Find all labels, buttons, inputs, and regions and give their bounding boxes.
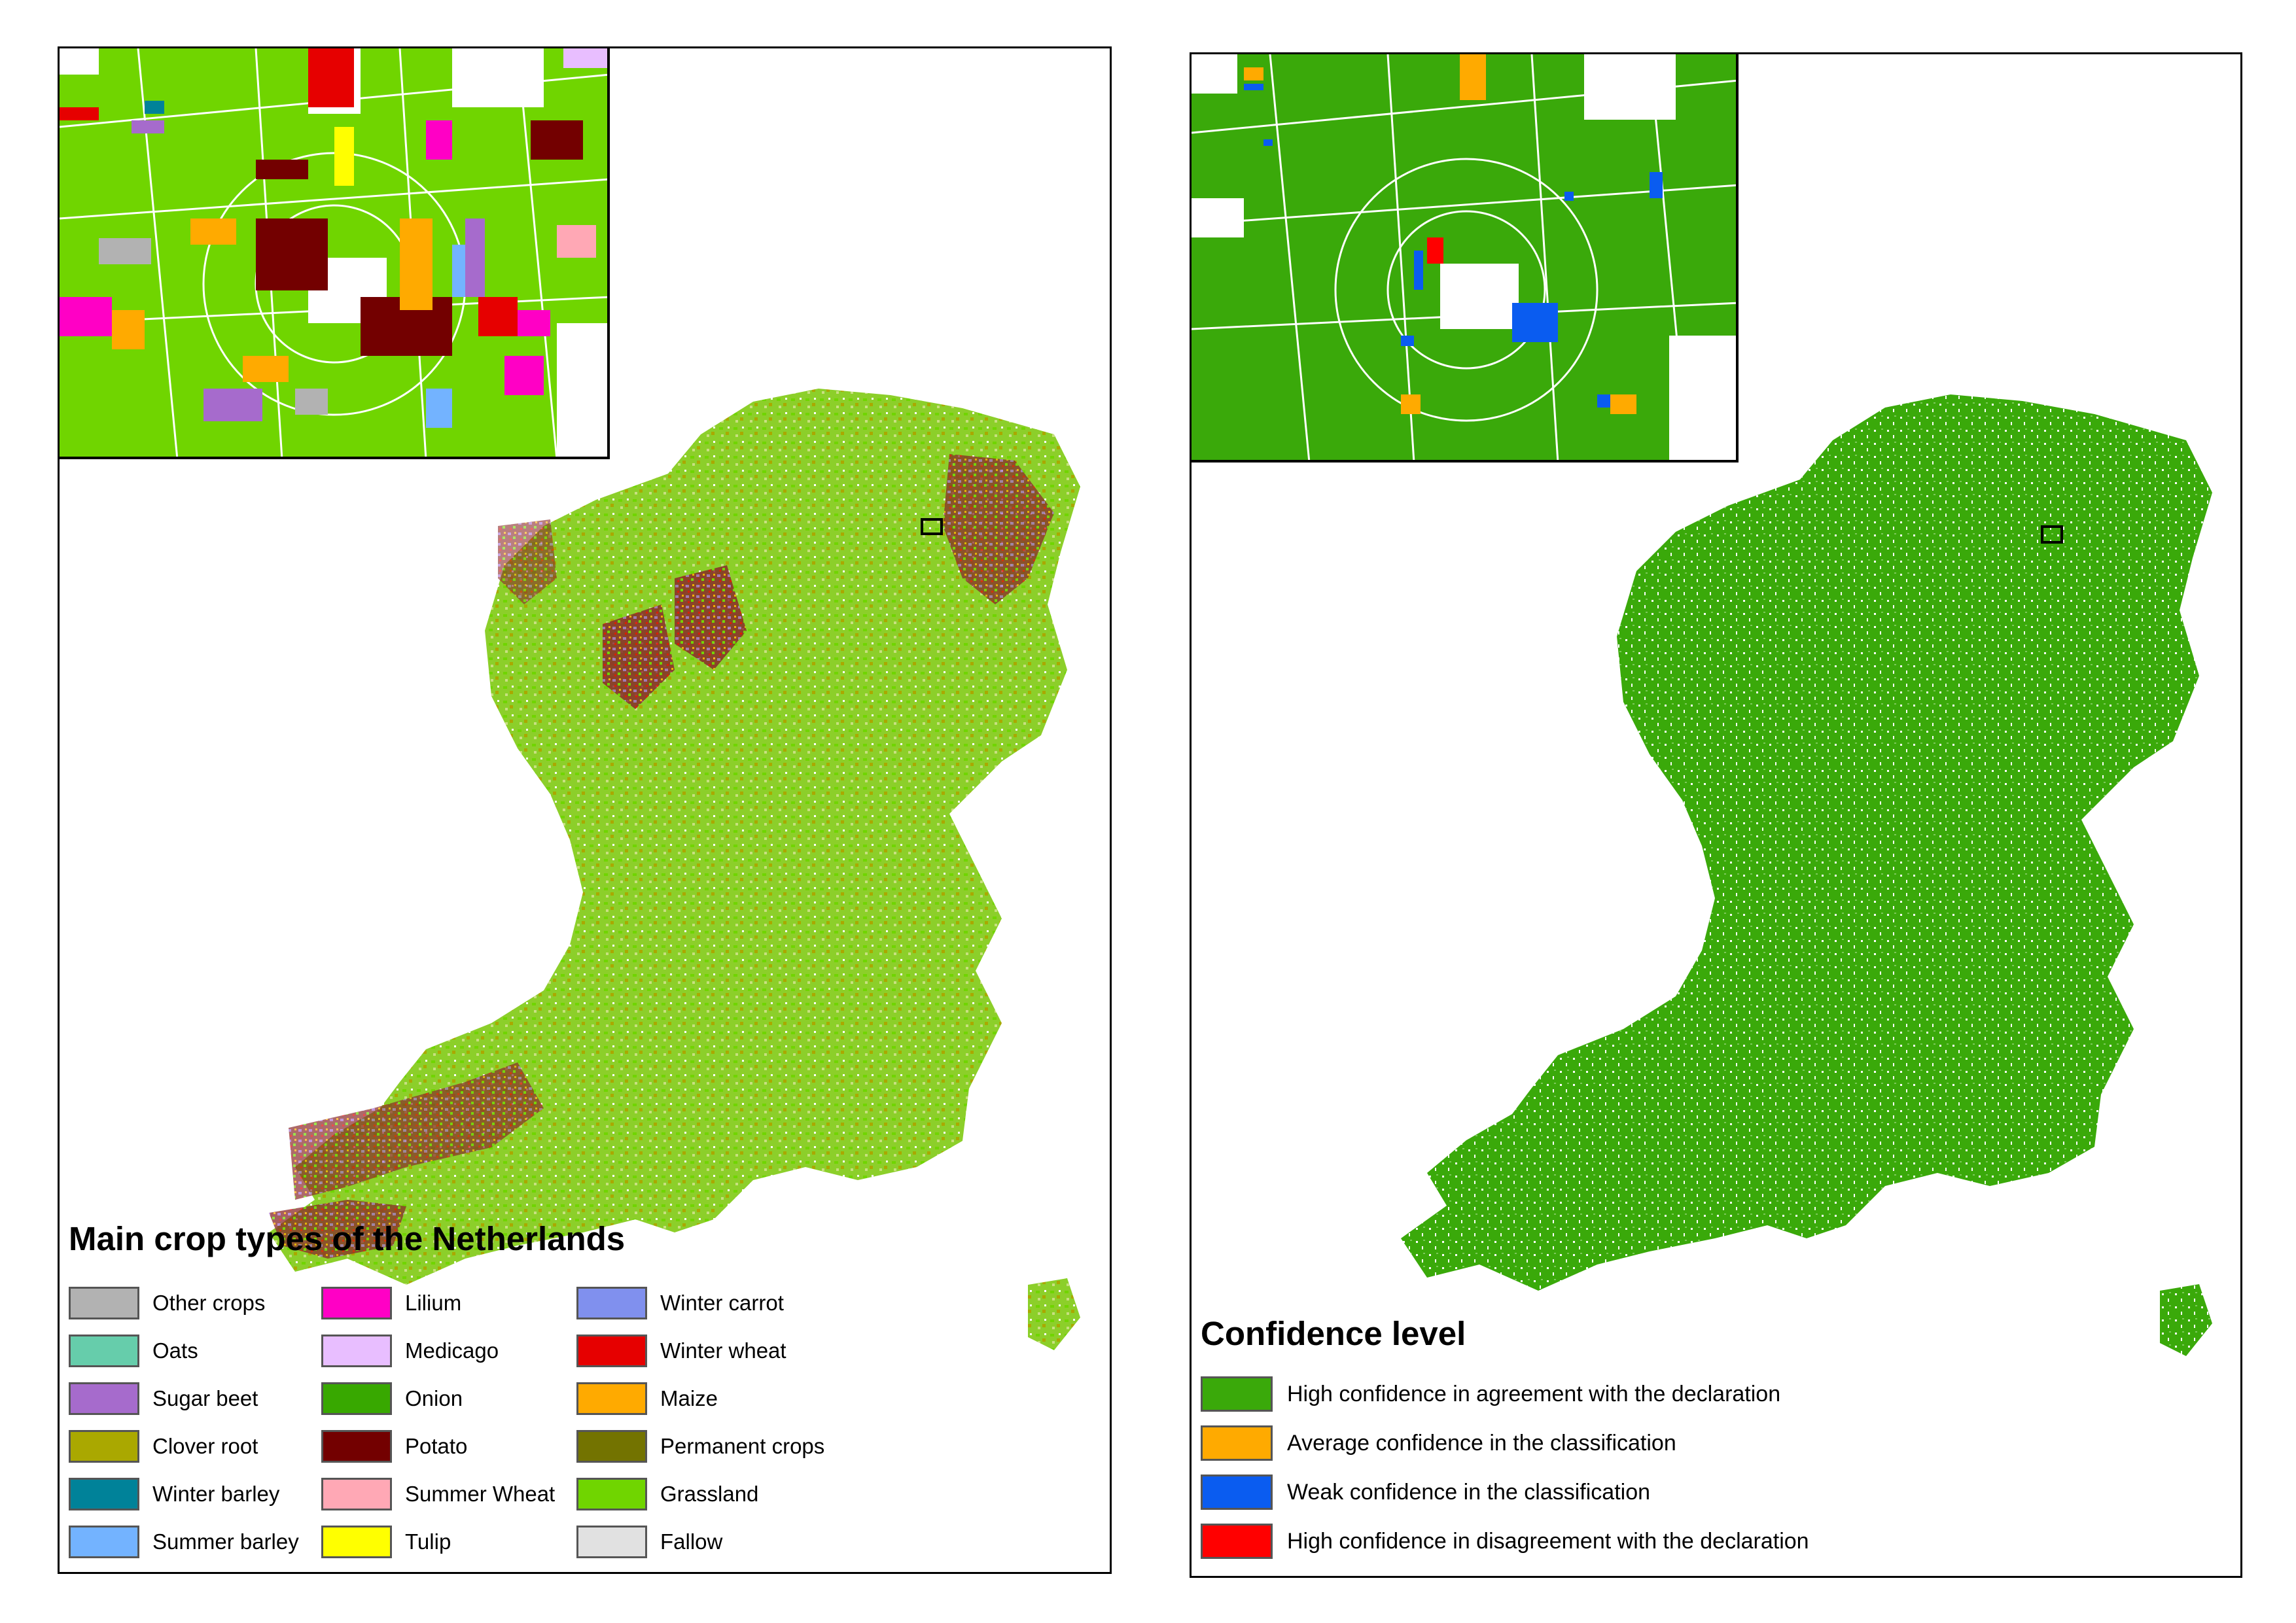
crop-types-inset-map bbox=[60, 48, 610, 459]
legend-label: Maize bbox=[660, 1386, 718, 1410]
legend-swatch bbox=[69, 1430, 139, 1463]
legend-label: High confidence in agreement with the de… bbox=[1287, 1381, 1781, 1406]
legend-item-high-agreement: High confidence in agreement with the de… bbox=[1201, 1376, 1780, 1412]
confidence-map-panel: Confidence level High confidence in agre… bbox=[1190, 52, 2242, 1578]
legend-item-other-crops: Other crops bbox=[69, 1287, 265, 1319]
legend-label: Winter wheat bbox=[660, 1338, 786, 1363]
legend-swatch bbox=[321, 1335, 392, 1367]
legend-swatch bbox=[321, 1430, 392, 1463]
legend-swatch bbox=[1201, 1425, 1273, 1461]
legend-swatch bbox=[321, 1478, 392, 1510]
legend-swatch bbox=[576, 1335, 647, 1367]
legend-item-medicago: Medicago bbox=[321, 1335, 499, 1367]
legend-item-onion: Onion bbox=[321, 1382, 463, 1415]
confidence-land-shape bbox=[1401, 394, 2212, 1356]
crop-types-country-map bbox=[99, 238, 1110, 1383]
legend-swatch bbox=[69, 1526, 139, 1558]
legend-swatch bbox=[1201, 1475, 1273, 1510]
legend-item-winter-wheat: Winter wheat bbox=[576, 1335, 786, 1367]
legend-label: Winter carrot bbox=[660, 1291, 784, 1315]
legend-item-weak-confidence: Weak confidence in the classification bbox=[1201, 1475, 1650, 1510]
legend-item-maize: Maize bbox=[576, 1382, 718, 1415]
legend-label: Permanent crops bbox=[660, 1434, 825, 1458]
legend-item-high-disagreement: High confidence in disagreement with the… bbox=[1201, 1524, 1809, 1559]
legend-item-lilium: Lilium bbox=[321, 1287, 461, 1319]
legend-item-fallow: Fallow bbox=[576, 1526, 722, 1558]
legend-item-summer-barley: Summer barley bbox=[69, 1526, 299, 1558]
legend-item-average-confidence: Average confidence in the classification bbox=[1201, 1425, 1676, 1461]
legend-swatch bbox=[576, 1478, 647, 1510]
inset-location-marker bbox=[2041, 525, 2063, 544]
confidence-legend-title: Confidence level bbox=[1201, 1315, 1466, 1352]
legend-item-sugar-beet: Sugar beet bbox=[69, 1382, 258, 1415]
confidence-inset-map bbox=[1192, 54, 1739, 462]
legend-swatch bbox=[69, 1335, 139, 1367]
crop-types-map-panel: Main crop types of the Netherlands Other… bbox=[58, 46, 1112, 1574]
legend-item-oats: Oats bbox=[69, 1335, 198, 1367]
legend-swatch bbox=[576, 1430, 647, 1463]
crop-legend-title: Main crop types of the Netherlands bbox=[69, 1220, 626, 1257]
legend-swatch bbox=[69, 1382, 139, 1415]
legend-item-clover-root: Clover root bbox=[69, 1430, 258, 1463]
legend-label: Other crops bbox=[152, 1291, 266, 1315]
confidence-country-map bbox=[1231, 244, 2240, 1389]
legend-item-tulip: Tulip bbox=[321, 1526, 451, 1558]
legend-label: Lilium bbox=[405, 1291, 462, 1315]
legend-label: Fallow bbox=[660, 1529, 723, 1554]
legend-swatch bbox=[1201, 1524, 1273, 1559]
legend-label: High confidence in disagreement with the… bbox=[1287, 1528, 1809, 1554]
legend-label: Medicago bbox=[405, 1338, 499, 1363]
legend-label: Weak confidence in the classification bbox=[1287, 1479, 1651, 1505]
legend-swatch bbox=[69, 1287, 139, 1319]
legend-item-summer-wheat: Summer Wheat bbox=[321, 1478, 555, 1510]
legend-label: Tulip bbox=[405, 1529, 451, 1554]
legend-label: Oats bbox=[152, 1338, 198, 1363]
legend-label: Onion bbox=[405, 1386, 463, 1410]
legend-label: Sugar beet bbox=[152, 1386, 258, 1410]
legend-label: Winter barley bbox=[152, 1482, 280, 1506]
legend-swatch bbox=[321, 1287, 392, 1319]
legend-swatch bbox=[69, 1478, 139, 1510]
legend-label: Summer Wheat bbox=[405, 1482, 556, 1506]
legend-label: Grassland bbox=[660, 1482, 759, 1506]
legend-label: Potato bbox=[405, 1434, 468, 1458]
legend-swatch bbox=[321, 1382, 392, 1415]
legend-item-grassland: Grassland bbox=[576, 1478, 758, 1510]
inset-location-marker bbox=[921, 518, 943, 535]
legend-swatch bbox=[576, 1382, 647, 1415]
legend-item-winter-barley: Winter barley bbox=[69, 1478, 279, 1510]
legend-swatch bbox=[321, 1526, 392, 1558]
legend-item-permanent-crops: Permanent crops bbox=[576, 1430, 824, 1463]
legend-swatch bbox=[1201, 1376, 1273, 1412]
legend-item-winter-carrot: Winter carrot bbox=[576, 1287, 784, 1319]
legend-label: Summer barley bbox=[152, 1529, 299, 1554]
map-land-shape bbox=[269, 389, 1080, 1350]
legend-item-potato: Potato bbox=[321, 1430, 467, 1463]
legend-swatch bbox=[576, 1287, 647, 1319]
legend-label: Average confidence in the classification bbox=[1287, 1430, 1676, 1456]
legend-swatch bbox=[576, 1526, 647, 1558]
legend-label: Clover root bbox=[152, 1434, 258, 1458]
